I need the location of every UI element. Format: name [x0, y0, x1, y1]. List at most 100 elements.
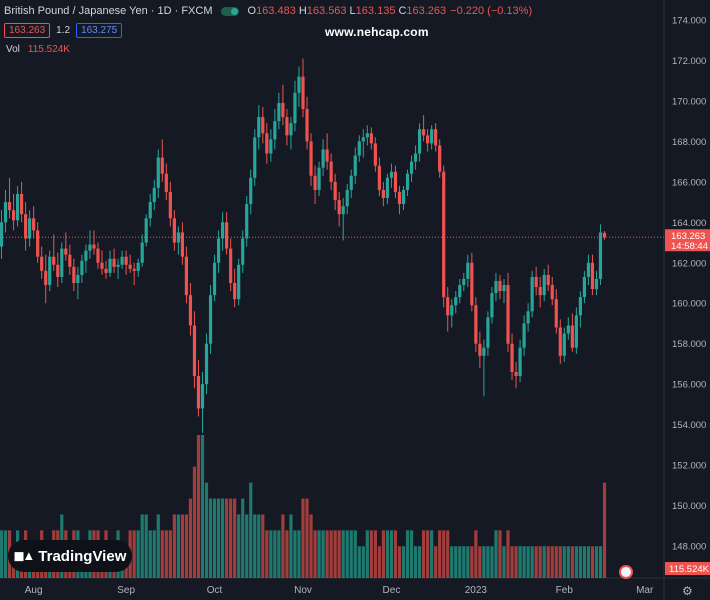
volume-bar: [426, 530, 430, 578]
volume-bar: [229, 498, 233, 578]
volume-bar: [297, 530, 301, 578]
candle-body: [357, 141, 361, 156]
x-tick-label: Dec: [383, 585, 401, 596]
candle-body: [225, 222, 229, 249]
symbol-title[interactable]: British Pound / Japanese Yen · 1D · FXCM: [4, 5, 213, 17]
candle-body: [237, 264, 241, 300]
volume-bar: [148, 530, 152, 578]
volume-bar: [510, 546, 514, 578]
candle-body: [200, 384, 205, 409]
candle-body: [393, 171, 398, 192]
logo-text: TradingView: [38, 547, 127, 565]
candle-body: [373, 143, 377, 166]
x-tick-label: Mar: [636, 585, 654, 596]
candle-body: [574, 315, 578, 348]
candle-body: [84, 250, 88, 261]
x-tick-label: Oct: [207, 585, 223, 596]
volume-bar: [385, 530, 390, 578]
tradingview-logo[interactable]: ◼▲ TradingView: [8, 540, 132, 572]
candle-body: [522, 323, 526, 348]
candle-body: [40, 256, 44, 271]
volume-bar: [172, 514, 176, 578]
candle-body: [341, 206, 345, 215]
volume-bar: [136, 530, 140, 578]
x-tick-label: Aug: [25, 585, 43, 596]
volume-bar: [462, 546, 466, 578]
candle-body: [570, 325, 574, 348]
volume-bar: [438, 530, 442, 578]
candle-body: [385, 177, 390, 199]
candle-body: [184, 256, 189, 296]
candle-body: [11, 210, 16, 221]
candle-body: [446, 297, 450, 316]
volume-tag: [665, 562, 710, 575]
candle-body: [36, 230, 40, 257]
candle-body: [426, 135, 430, 144]
candle-body: [245, 204, 249, 239]
y-tick-label: 174.000: [672, 16, 706, 27]
volume-bar: [361, 546, 365, 578]
candle-body: [289, 123, 293, 136]
candle-body: [478, 343, 482, 356]
volume-bar: [180, 514, 184, 578]
candle-body: [188, 295, 193, 326]
volume-bar: [430, 530, 434, 578]
candle-body: [405, 173, 410, 190]
candle-body: [281, 102, 285, 118]
volume-bar: [221, 498, 225, 578]
candle-body: [301, 76, 305, 110]
volume-bar: [542, 546, 546, 578]
candle-body: [458, 285, 462, 298]
gear-icon[interactable]: ⚙: [682, 584, 693, 598]
candle-body: [325, 149, 329, 162]
volume-bar: [249, 482, 253, 578]
candle-body: [470, 262, 474, 306]
high-value: 163.563: [306, 5, 347, 17]
volume-bar: [586, 546, 591, 578]
candle-body: [317, 167, 321, 190]
y-tick-label: 162.000: [672, 258, 706, 269]
candle-body: [434, 129, 438, 146]
scroll-to-realtime-icon[interactable]: [619, 565, 633, 579]
candle-body: [32, 218, 36, 231]
candle-body: [482, 347, 486, 356]
close-label: C: [398, 5, 407, 17]
candle-body: [221, 222, 225, 239]
volume-bar: [397, 546, 402, 578]
candle-body: [586, 262, 591, 277]
candle-body: [369, 133, 373, 144]
candle-body: [233, 283, 237, 300]
x-tick-label: Sep: [117, 585, 135, 596]
y-tick-label: 148.000: [672, 542, 706, 553]
x-tick-label: Nov: [294, 585, 312, 596]
volume-bar: [281, 514, 285, 578]
volume-bar: [526, 546, 530, 578]
candle-body: [20, 193, 24, 215]
candle-body: [474, 305, 478, 344]
volume-bar: [144, 514, 148, 578]
y-tick-label: 150.000: [672, 501, 706, 512]
volume-bar: [546, 546, 550, 578]
sell-button[interactable]: 163.263: [4, 23, 51, 38]
candle-body: [377, 165, 381, 190]
volume-bar: [450, 546, 454, 578]
candle-body: [546, 274, 550, 286]
candle-body: [192, 325, 197, 377]
candle-body: [401, 189, 406, 205]
volume-bar: [454, 546, 458, 578]
candle-body: [510, 343, 514, 373]
change-value: −0.220 (−0.13%): [450, 5, 533, 17]
volume-bar: [357, 546, 361, 578]
volume-bar: [212, 498, 217, 578]
volume-bar: [200, 435, 205, 578]
candle-body: [132, 268, 136, 271]
y-tick-label: 166.000: [672, 177, 706, 188]
volume-bar: [253, 514, 257, 578]
candle-body: [229, 248, 233, 283]
buy-button[interactable]: 163.275: [76, 23, 123, 38]
candle-body: [124, 256, 128, 265]
volume-bar: [598, 546, 603, 578]
candle-body: [438, 145, 442, 172]
candle-body: [204, 343, 209, 385]
